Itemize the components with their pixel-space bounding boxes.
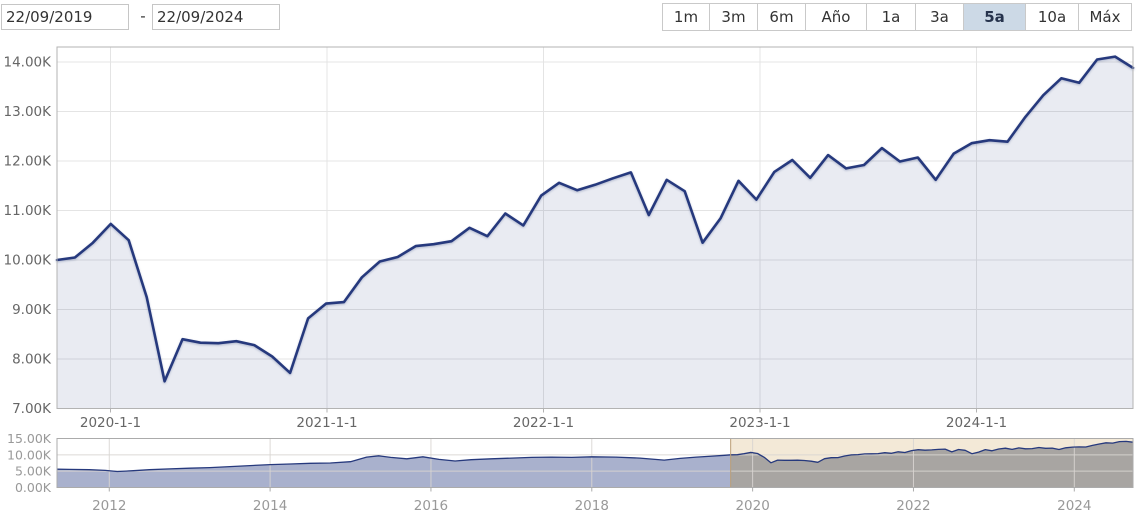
navigator-area-selected <box>730 441 1133 488</box>
navigator-x-tick-label: 2016 <box>414 498 448 514</box>
navigator-y-tick-label: 15.00K <box>7 431 52 446</box>
main-x-tick-label: 2022-1-1 <box>513 415 574 431</box>
navigator-y-tick-label: 0.00K <box>15 480 52 495</box>
navigator-x-tick-label: 2018 <box>575 498 609 514</box>
main-x-tick-label: 2023-1-1 <box>729 415 790 431</box>
main-y-tick-label: 10.00K <box>3 253 52 269</box>
navigator-x-tick-label: 2024 <box>1057 498 1091 514</box>
main-y-tick-label: 12.00K <box>3 154 52 170</box>
main-x-tick-label: 2021-1-1 <box>296 415 357 431</box>
range-selector: 1m 3m 6m Año 1a 3a 5a 10a Máx <box>662 3 1132 31</box>
navigator-x-tick-label: 2012 <box>92 498 126 514</box>
main-y-tick-label: 7.00K <box>12 401 52 417</box>
navigator-y-tick-label: 5.00K <box>15 464 52 479</box>
navigator-x-tick-label: 2014 <box>253 498 287 514</box>
range-button-10a[interactable]: 10a <box>1025 3 1079 31</box>
range-button-3a[interactable]: 3a <box>915 3 964 31</box>
main-y-tick-label: 14.00K <box>3 55 52 71</box>
range-button-max[interactable]: Máx <box>1078 3 1132 31</box>
date-from-input[interactable] <box>1 4 129 30</box>
navigator-y-tick-label: 10.00K <box>7 447 52 462</box>
navigator-plot-border <box>56 438 1134 488</box>
range-button-1a[interactable]: 1a <box>866 3 916 31</box>
navigator-line <box>56 440 1133 473</box>
range-button-ytd[interactable]: Año <box>805 3 867 31</box>
range-button-5a[interactable]: 5a <box>963 3 1026 31</box>
main-y-tick-label: 11.00K <box>3 203 52 219</box>
main-x-tick-label: 2020-1-1 <box>80 415 141 431</box>
main-chart: 14.00K 13.00K 12.00K 11.00K 10.00K 9.00K 8.00K… <box>3 46 1135 431</box>
main-plot-border <box>56 46 1134 409</box>
navigator-x-tick-label: 2022 <box>896 498 930 514</box>
navigator-x-tick-label: 2020 <box>735 498 769 514</box>
main-area-fill <box>57 56 1133 409</box>
main-y-tick-label: 8.00K <box>12 352 52 368</box>
date-to-input[interactable] <box>152 4 280 30</box>
main-price-line <box>55 55 1135 383</box>
main-y-tick-label: 13.00K <box>3 104 52 120</box>
range-button-1m[interactable]: 1m <box>662 3 710 31</box>
main-x-tick-label: 2024-1-1 <box>946 415 1007 431</box>
main-y-tick-label: 9.00K <box>12 302 52 318</box>
date-range-separator: - <box>140 7 146 25</box>
